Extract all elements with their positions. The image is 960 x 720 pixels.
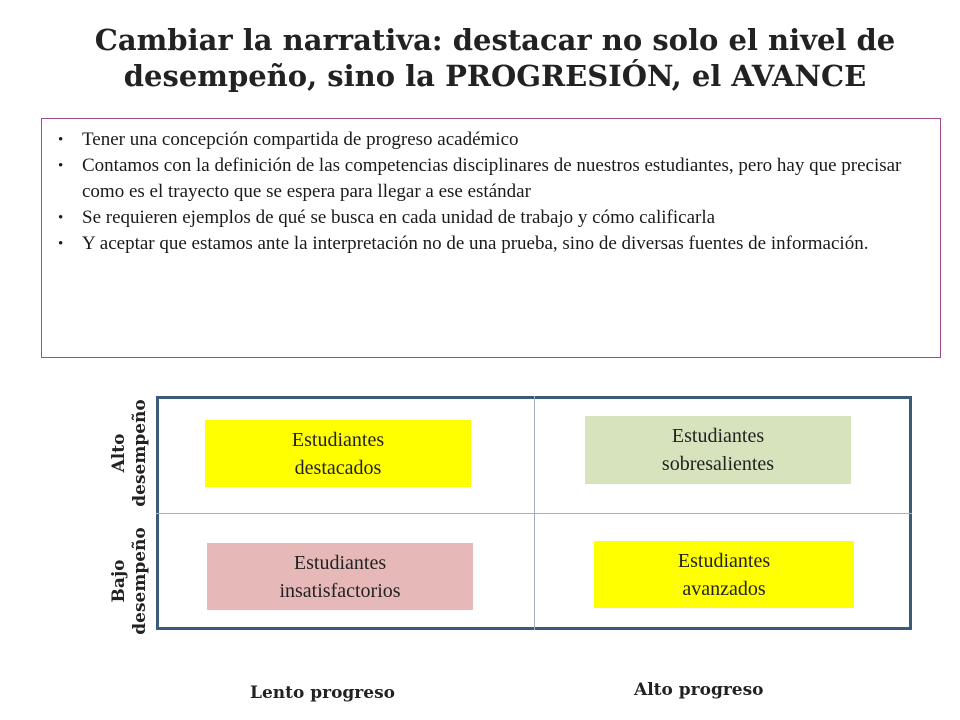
bullet-text: Y aceptar que estamos ante la interpreta…	[82, 233, 869, 254]
bullet-item: • Y aceptar que estamos ante la interpret…	[58, 231, 926, 257]
quadrant-top-left: Estudiantes destacados	[205, 420, 471, 487]
matrix-horizontal-divider	[156, 513, 912, 514]
bullet-dot-icon: •	[58, 236, 64, 252]
bullet-text: Tener una concepción compartida de progr…	[82, 129, 519, 150]
quadrant-top-left-line2: destacados	[294, 456, 382, 479]
quadrant-bottom-left-line1: Estudiantes	[293, 551, 387, 574]
bullet-dot-icon: •	[58, 132, 64, 148]
x-axis-label-high: Alto progreso	[634, 680, 764, 700]
y-axis-high-line1: Alto	[109, 433, 129, 473]
bullet-dot-icon: •	[58, 158, 64, 174]
quadrant-bottom-right: Estudiantes avanzados	[594, 541, 854, 608]
x-axis-label-low: Lento progreso	[250, 683, 395, 703]
y-axis-label-low: Bajo desempeño	[109, 516, 153, 646]
bullet-item: • Tener una concepción compartida de prog…	[58, 127, 926, 153]
quadrant-top-left-line1: Estudiantes	[291, 428, 385, 451]
bullet-list: • Tener una concepción compartida de prog…	[42, 119, 940, 257]
y-axis-label-high: Alto desempeño	[109, 388, 153, 518]
bullet-item: • Se requieren ejemplos de qué se busca e…	[58, 205, 926, 231]
bullet-item: • Contamos con la definición de las compe…	[58, 153, 926, 205]
bullet-text: Se requieren ejemplos de qué se busca en…	[82, 207, 716, 228]
title-line-2: desempeño, sino la PROGRESIÓN, el AVANCE	[123, 59, 867, 93]
quadrant-top-right-line2: sobresalientes	[661, 453, 775, 475]
quadrant-bottom-right-line1: Estudiantes	[677, 549, 771, 572]
quadrant-bottom-left-line2: insatisfactorios	[279, 579, 401, 602]
bullet-text: Contamos con la definición de las compet…	[82, 155, 902, 202]
bullet-box: • Tener una concepción compartida de prog…	[41, 118, 941, 358]
quadrant-bottom-right-line2: avanzados	[682, 577, 766, 600]
bullet-dot-icon: •	[58, 210, 64, 226]
y-axis-low-line2: desempeño	[130, 527, 150, 635]
y-axis-low-line1: Bajo	[109, 559, 129, 603]
quadrant-bottom-left: Estudiantes insatisfactorios	[207, 543, 473, 610]
title-line-1: Cambiar la narrativa: destacar no solo e…	[94, 23, 896, 57]
quadrant-top-right: Estudiantes sobresalientes	[585, 416, 851, 484]
y-axis-high-line2: desempeño	[130, 399, 150, 507]
quadrant-top-right-line1: Estudiantes	[671, 425, 765, 447]
slide-title: Cambiar la narrativa: destacar no solo e…	[60, 22, 930, 94]
